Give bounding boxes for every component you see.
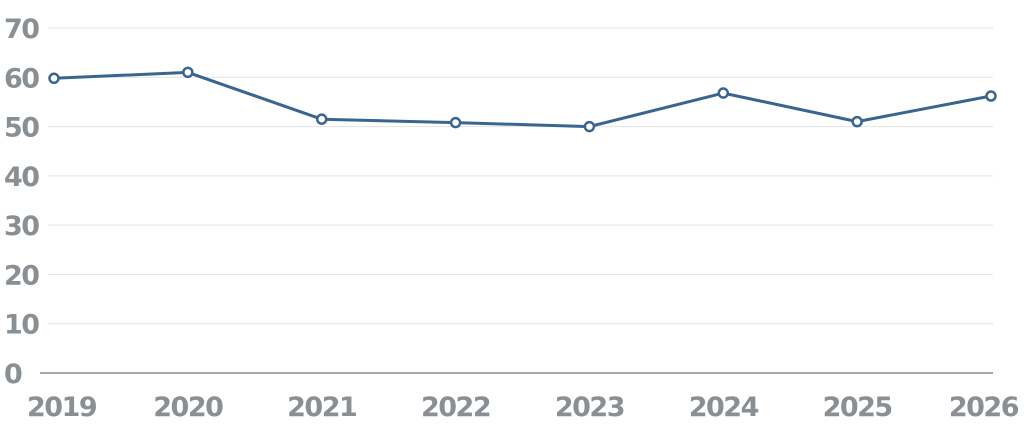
x-tick-label: 2020: [153, 392, 223, 423]
y-tick-label: 40: [4, 162, 39, 193]
y-tick-label: 50: [4, 113, 39, 144]
x-axis-ticks: 2019 2020 2021 2022 2023 2024 2025 2026: [27, 392, 1020, 423]
data-point-2022: [449, 116, 462, 129]
data-point-2019: [48, 72, 60, 85]
y-tick-label: 70: [4, 14, 39, 45]
data-point-2020: [182, 66, 194, 79]
data-point-2024: [717, 87, 730, 99]
y-tick-label: 10: [4, 310, 39, 341]
data-point-2023: [583, 120, 596, 133]
y-axis-ticks: 0 10 20 30 40 50 60 70: [4, 14, 41, 390]
series-line: [52, 70, 993, 129]
x-tick-label: 2025: [823, 392, 892, 423]
data-point-2025: [851, 115, 863, 128]
data-point-2026: [985, 90, 997, 102]
series-layer: [48, 66, 997, 133]
x-tick-label: 2021: [287, 392, 356, 423]
x-tick-label: 2019: [27, 392, 97, 423]
y-tick-label: 60: [4, 63, 39, 94]
data-point-2021: [315, 113, 328, 125]
x-tick-label: 2026: [949, 392, 1019, 423]
y-tick-label: 30: [4, 211, 39, 242]
x-tick-label: 2023: [555, 392, 624, 423]
y-tick-label: 20: [4, 260, 39, 291]
x-tick-label: 2022: [421, 392, 490, 423]
x-tick-label: 2024: [689, 392, 759, 423]
y-tick-label: 0: [4, 359, 22, 390]
